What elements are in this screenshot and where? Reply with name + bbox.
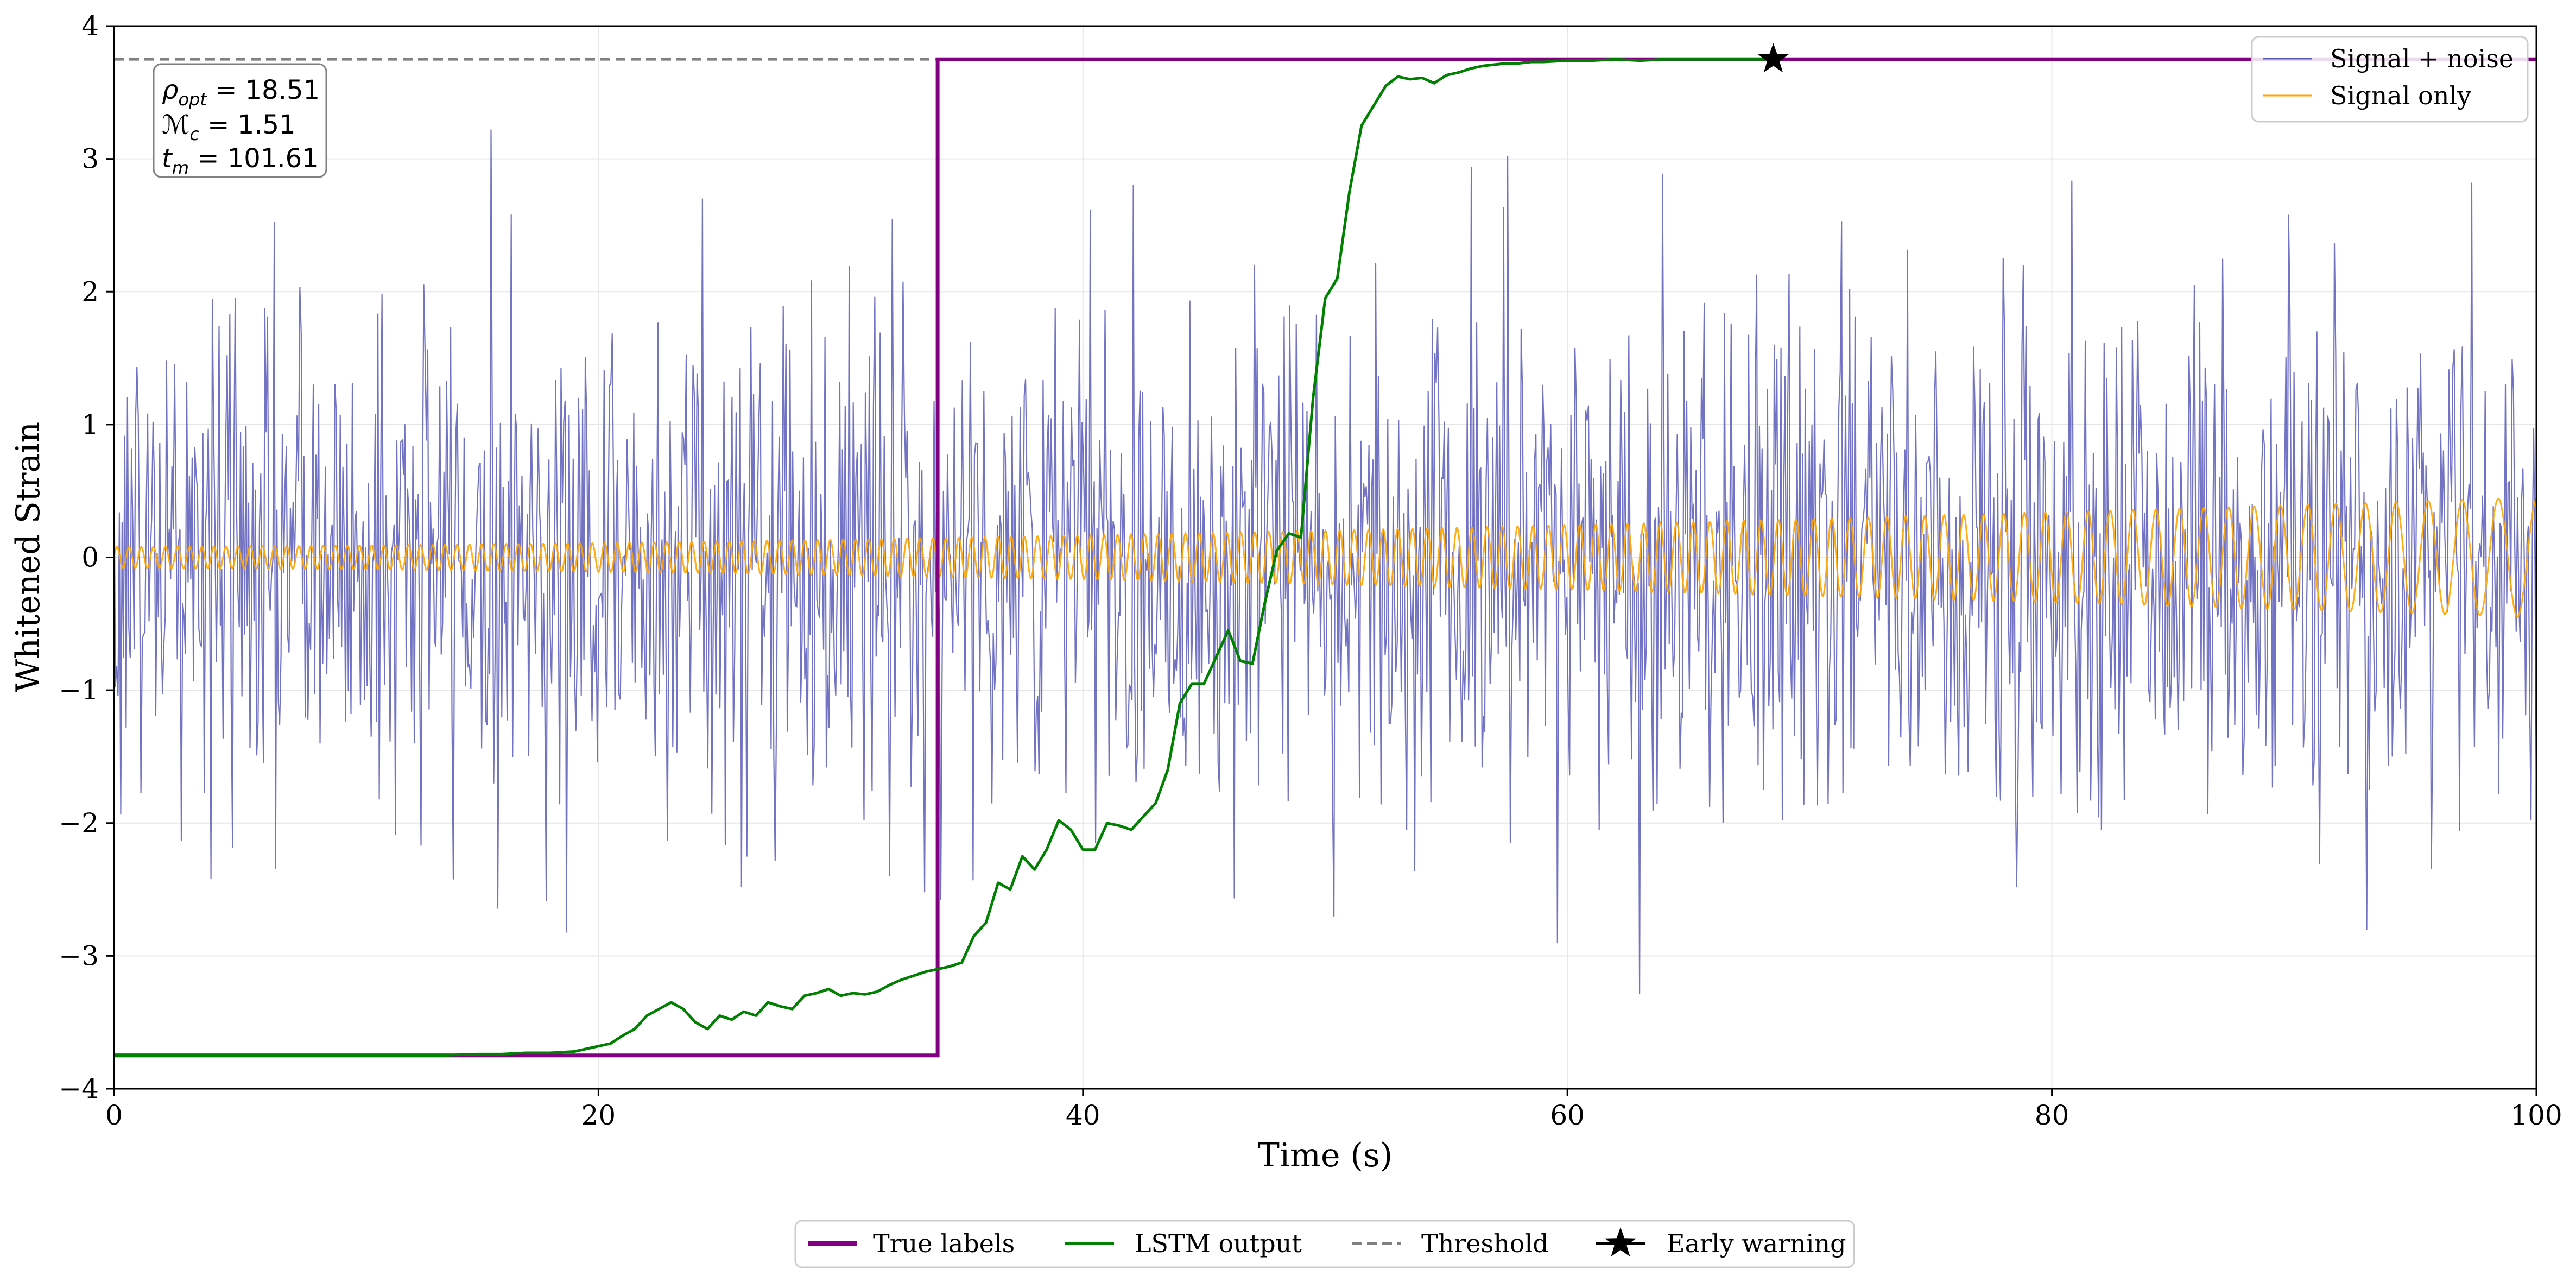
- legend-label-signal-noise: Signal + noise: [2330, 44, 2514, 73]
- info-box: ρopt = 18.51 ℳc = 1.51 tm = 101.61: [153, 63, 327, 178]
- legend-upper-frame: [2251, 36, 2529, 123]
- early-warning-marker: [1757, 43, 1789, 73]
- axis-ticks: 0 20 40 60 80 100 −4 −3 −2 −1 0 1 2 3 4: [59, 10, 2562, 1131]
- info-line-tm: tm = 101.61: [162, 143, 319, 178]
- legend-swatch-early-warning-star: [1605, 1227, 1636, 1257]
- y-tick-label--2: −2: [59, 807, 99, 839]
- info-line-rho: ρopt = 18.51: [162, 75, 320, 110]
- x-tick-label-80: 80: [2035, 1100, 2069, 1131]
- x-tick-label-40: 40: [1066, 1100, 1100, 1131]
- x-tick-label-0: 0: [105, 1100, 123, 1131]
- y-tick-label-4: 4: [81, 10, 99, 42]
- series-signal-noise: [114, 129, 2536, 994]
- info-box-frame: [153, 63, 327, 178]
- x-tick-label-60: 60: [1550, 1100, 1585, 1131]
- legend-upper: Signal + noise Signal only: [2251, 36, 2529, 123]
- series-lstm-output: [114, 58, 1774, 1057]
- x-tick-label-100: 100: [2510, 1100, 2562, 1131]
- y-tick-label-2: 2: [81, 276, 99, 307]
- legend-label-true-labels: True labels: [873, 1229, 1015, 1258]
- legend-lower: True labels LSTM output Threshold Early …: [794, 1220, 1855, 1268]
- legend-label-signal-only: Signal only: [2330, 81, 2471, 110]
- y-tick-label-0: 0: [81, 542, 99, 573]
- series-signal-only: [114, 497, 2536, 618]
- legend-lower-frame: [794, 1220, 1855, 1268]
- y-tick-label--4: −4: [59, 1073, 99, 1104]
- y-tick-label--3: −3: [59, 940, 99, 971]
- y-tick-label-1: 1: [81, 409, 99, 440]
- legend-label-early-warning: Early warning: [1667, 1229, 1846, 1258]
- y-tick-label--1: −1: [59, 674, 99, 706]
- x-tick-label-20: 20: [581, 1100, 616, 1131]
- y-axis-title: Whitened Strain: [9, 422, 47, 692]
- x-axis-title: Time (s): [1258, 1136, 1393, 1174]
- legend-label-lstm: LSTM output: [1135, 1229, 1302, 1258]
- series-layer: [114, 57, 2536, 1058]
- info-line-mc: ℳc = 1.51: [162, 110, 296, 144]
- legend-label-threshold: Threshold: [1421, 1229, 1549, 1258]
- y-tick-label-3: 3: [81, 143, 99, 175]
